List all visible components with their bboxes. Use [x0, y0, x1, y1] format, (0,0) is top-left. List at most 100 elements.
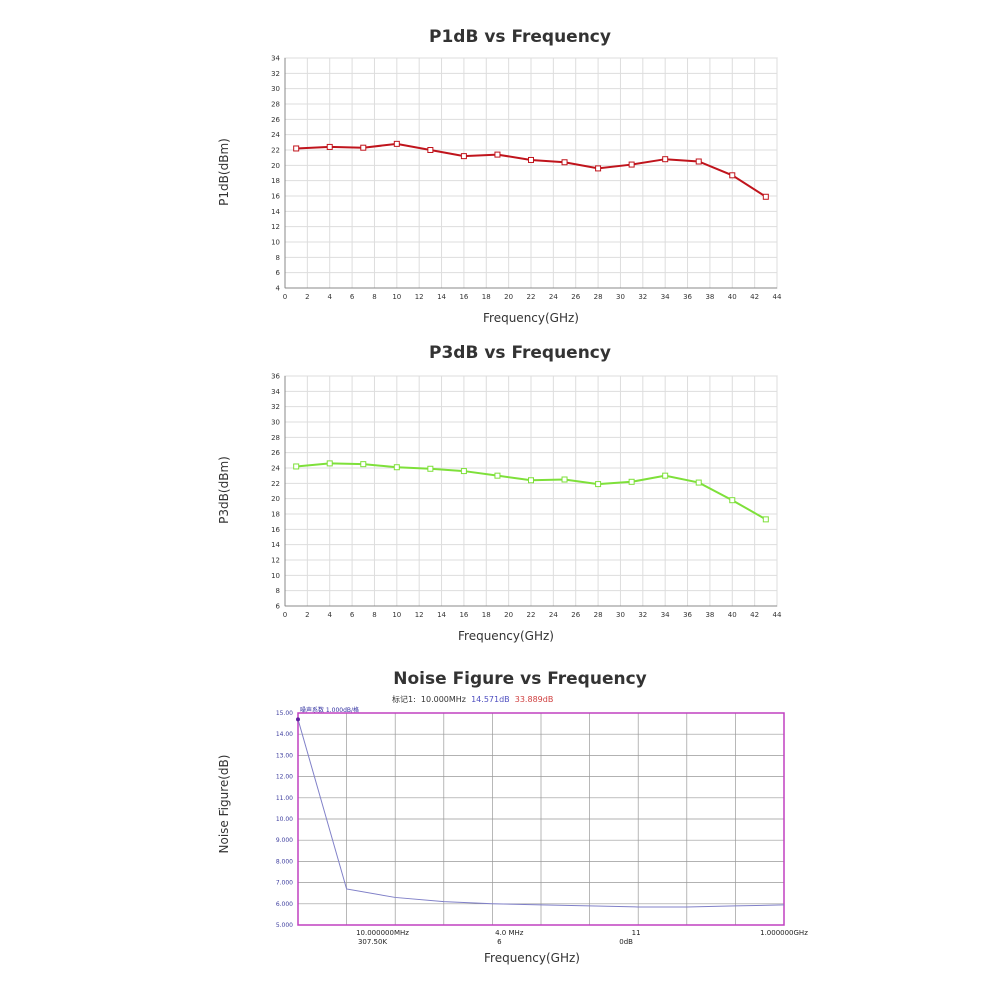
y-tick-label: 12 [271, 557, 280, 565]
x-tick-label: 36 [683, 611, 692, 619]
x-bottom-label: 4.0 MHz [495, 929, 524, 937]
marker-nf: 14.571dB [471, 695, 510, 704]
y-tick-label: 20 [271, 162, 280, 170]
x-tick-label: 12 [415, 293, 424, 301]
x-tick-label: 30 [616, 293, 625, 301]
y-tick-label: 12 [271, 223, 280, 231]
data-point [561, 476, 568, 483]
data-point [628, 478, 635, 485]
x-tick-label: 32 [638, 293, 647, 301]
x-tick-label: 34 [661, 293, 670, 301]
data-point [762, 193, 769, 200]
y-tick-label: 8 [276, 587, 280, 595]
y-tick-label: 30 [271, 85, 280, 93]
x-tick-label: 8 [372, 293, 376, 301]
data-point [427, 147, 434, 153]
y-tick-label: 24 [271, 465, 280, 473]
x-bottom-label: 11 [632, 929, 641, 937]
chart1-title: P1dB vs Frequency [429, 27, 611, 47]
chart3-marker: 标记1: 10.000MHz 14.571dB 33.889dB [392, 694, 553, 705]
x-tick-label: 28 [594, 611, 603, 619]
x-tick-label: 44 [773, 611, 782, 619]
x-tick-label: 0 [283, 611, 287, 619]
data-point [595, 481, 602, 488]
y-tick-label: 34 [271, 388, 280, 396]
data-point [729, 172, 736, 179]
data-point [360, 144, 367, 151]
x-tick-label: 10 [392, 293, 401, 301]
x-tick-label: 14 [437, 293, 446, 301]
y-tick-label: 24 [271, 131, 280, 139]
data-point [326, 143, 333, 150]
y-tick-label: 7.000 [276, 880, 293, 887]
x-tick-label: 20 [504, 611, 513, 619]
x-tick-label: 14 [437, 611, 446, 619]
y-tick-label: 26 [271, 116, 280, 124]
data-point [662, 156, 669, 163]
data-point [427, 465, 434, 472]
data-point [628, 161, 635, 168]
x-bottom-sublabel: 0dB [619, 938, 633, 946]
x-tick-label: 26 [571, 611, 580, 619]
y-tick-label: 6 [276, 269, 281, 277]
x-tick-label: 26 [571, 293, 580, 301]
y-tick-label: 4 [276, 285, 281, 293]
y-tick-label: 13.00 [276, 752, 293, 759]
x-bottom-label: 1.000000GHz [760, 929, 808, 937]
x-tick-label: 18 [482, 293, 491, 301]
y-tick-label: 34 [271, 55, 280, 63]
y-tick-label: 30 [271, 419, 280, 427]
y-tick-label: 32 [271, 403, 280, 411]
x-tick-label: 44 [773, 293, 782, 301]
x-tick-label: 22 [527, 293, 536, 301]
y-tick-label: 26 [271, 449, 280, 457]
y-tick-label: 8 [276, 254, 280, 262]
y-tick-label: 6 [276, 603, 281, 611]
data-point [293, 463, 300, 470]
x-tick-label: 18 [482, 611, 491, 619]
data-point [494, 472, 501, 479]
data-point [695, 158, 702, 165]
x-tick-label: 40 [728, 293, 737, 301]
x-bottom-sublabel: 307.50K [358, 938, 387, 946]
y-tick-label: 22 [271, 480, 280, 488]
y-tick-label: 18 [271, 511, 280, 519]
x-tick-label: 34 [661, 611, 670, 619]
x-tick-label: 6 [350, 611, 355, 619]
x-tick-label: 16 [459, 293, 468, 301]
y-tick-label: 14.00 [276, 731, 293, 738]
chart3-xlabel: Frequency(GHz) [484, 951, 580, 965]
x-tick-label: 2 [305, 293, 309, 301]
x-tick-label: 4 [327, 611, 332, 619]
x-tick-label: 10 [392, 611, 401, 619]
y-tick-label: 28 [271, 101, 280, 109]
x-tick-label: 36 [683, 293, 692, 301]
x-tick-label: 22 [527, 611, 536, 619]
y-tick-label: 28 [271, 434, 280, 442]
data-point [393, 464, 400, 471]
data-point [595, 165, 602, 172]
y-tick-label: 10 [271, 572, 280, 580]
y-tick-label: 16 [271, 193, 280, 201]
y-tick-label: 6.000 [276, 901, 293, 908]
y-tick-label: 14 [271, 541, 280, 549]
marker-label: 标记1: [392, 695, 416, 704]
y-tick-label: 14 [271, 208, 280, 216]
x-tick-label: 38 [705, 611, 714, 619]
y-tick-label: 16 [271, 526, 280, 534]
x-tick-label: 8 [372, 611, 376, 619]
chart2-title: P3dB vs Frequency [429, 343, 611, 363]
data-point [293, 145, 300, 152]
series-line [297, 719, 785, 908]
y-tick-label: 12.00 [276, 774, 293, 781]
x-tick-label: 40 [728, 611, 737, 619]
x-tick-label: 42 [750, 611, 759, 619]
data-point [460, 468, 467, 475]
y-tick-label: 15.00 [276, 710, 293, 717]
data-point [360, 461, 367, 468]
x-tick-label: 6 [350, 293, 355, 301]
data-point [460, 153, 467, 160]
x-tick-label: 20 [504, 293, 513, 301]
chart1-xlabel: Frequency(GHz) [483, 311, 579, 325]
